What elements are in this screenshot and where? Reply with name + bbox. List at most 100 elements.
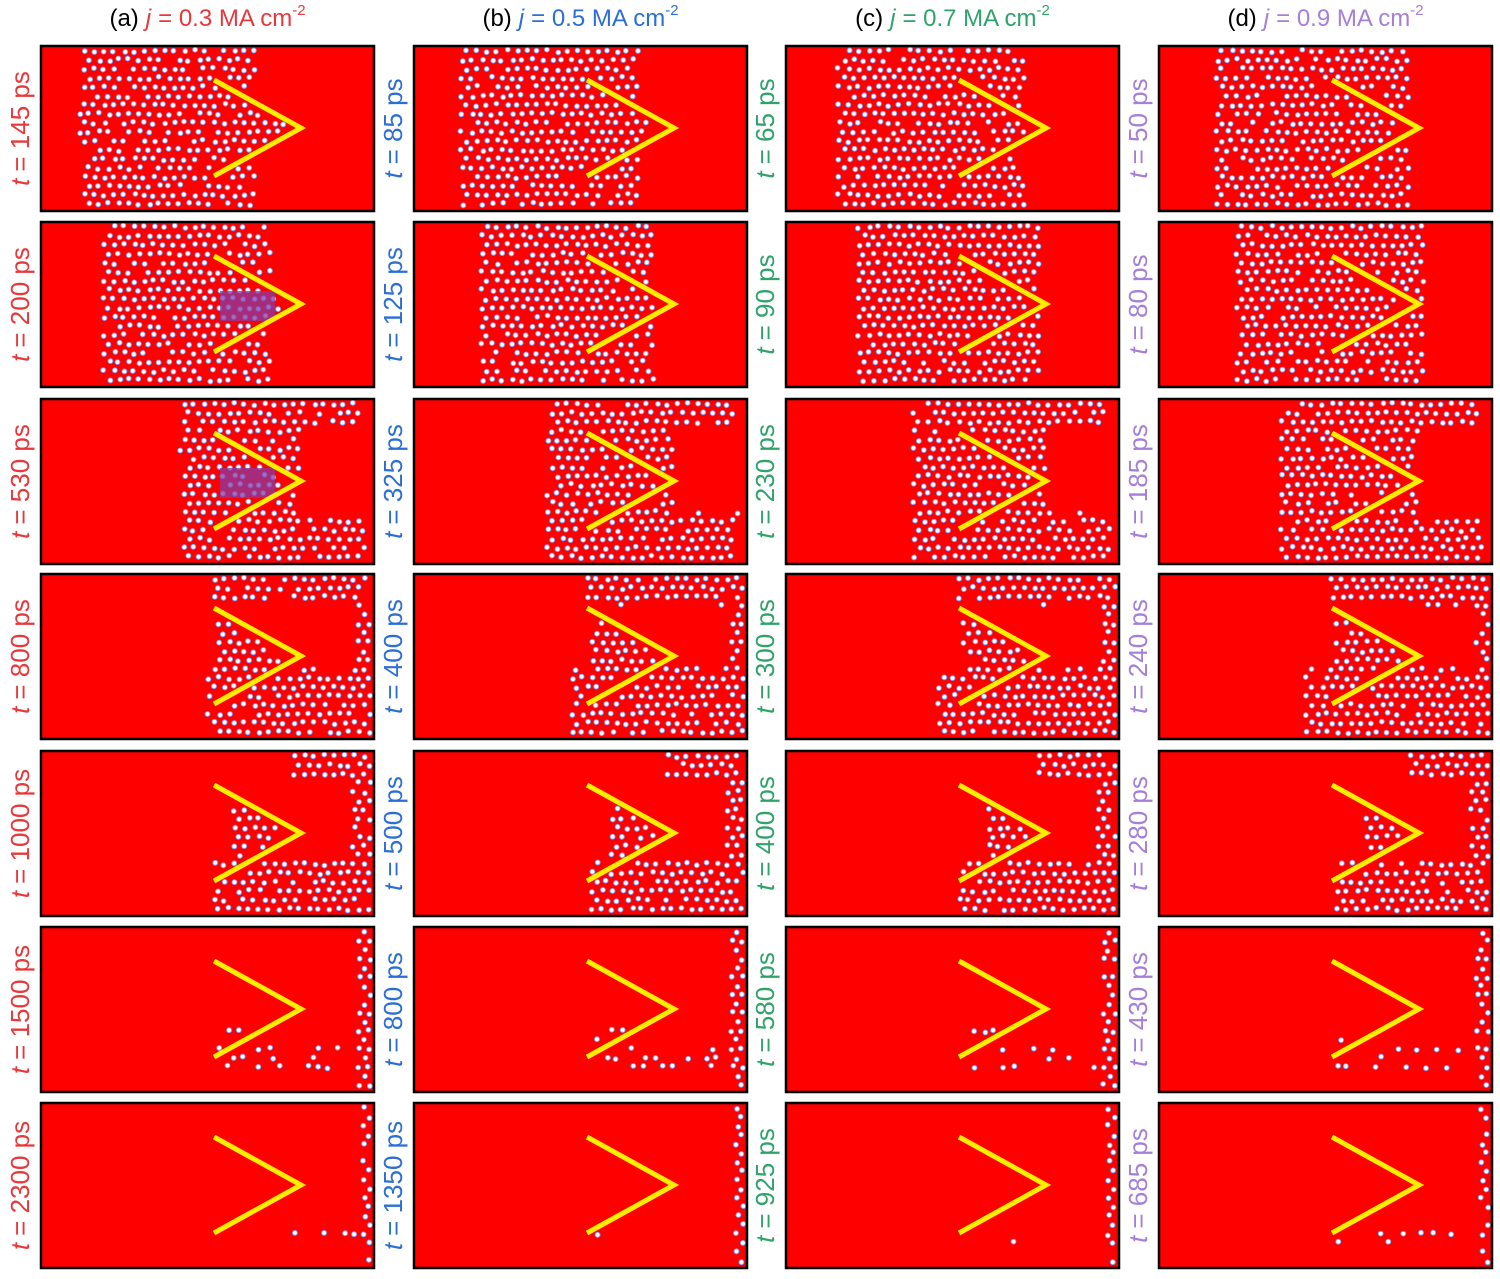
skyrmion xyxy=(507,147,514,154)
skyrmion xyxy=(1032,709,1039,716)
skyrmion xyxy=(1004,66,1011,72)
skyrmion xyxy=(1009,907,1016,914)
frame xyxy=(784,44,1121,213)
skyrmion xyxy=(568,56,575,63)
skyrmion xyxy=(901,182,908,188)
skyrmion xyxy=(1324,233,1331,240)
skyrmion xyxy=(1007,174,1014,181)
notch xyxy=(585,782,680,884)
skyrmion xyxy=(971,130,978,136)
skyrmion xyxy=(582,278,589,285)
skyrmion xyxy=(1109,886,1116,893)
skyrmion xyxy=(735,861,742,867)
skyrmion xyxy=(563,437,570,444)
skyrmion xyxy=(185,323,192,330)
skyrmion xyxy=(252,438,259,444)
skyrmion xyxy=(242,241,249,247)
skyrmion xyxy=(1011,447,1017,453)
skyrmion xyxy=(1035,367,1042,374)
skyrmion xyxy=(1314,286,1320,293)
skyrmions xyxy=(1302,574,1491,737)
skyrmion xyxy=(315,1063,322,1070)
skyrmion xyxy=(1243,341,1250,348)
skyrmion xyxy=(920,111,927,118)
skyrmion xyxy=(1224,57,1230,64)
skyrmion xyxy=(1095,825,1101,832)
skyrmion xyxy=(569,183,576,190)
skyrmion xyxy=(1317,369,1324,375)
skyrmion xyxy=(1065,666,1071,673)
skyrmion xyxy=(489,73,495,80)
skyrmion xyxy=(665,751,672,758)
skyrmion xyxy=(926,192,933,198)
skyrmion xyxy=(1265,285,1272,292)
skyrmion xyxy=(605,594,612,601)
skyrmion xyxy=(160,193,167,199)
skyrmion xyxy=(1055,771,1062,778)
skyrmion xyxy=(866,312,873,319)
skyrmion xyxy=(1324,675,1331,681)
skyrmion xyxy=(713,593,719,600)
skyrmion xyxy=(281,861,288,868)
skyrmion xyxy=(242,593,249,600)
skyrmion xyxy=(196,288,203,295)
skyrmion xyxy=(1479,770,1486,777)
skyrmion xyxy=(1272,323,1279,329)
skyrmion xyxy=(624,401,631,408)
skyrmion xyxy=(161,67,168,73)
skyrmion xyxy=(321,1230,328,1236)
skyrmion xyxy=(1265,341,1272,348)
skyrmion xyxy=(1293,376,1299,383)
skyrmion xyxy=(1253,305,1260,312)
skyrmion xyxy=(1020,674,1026,680)
skyrmion xyxy=(1287,490,1294,497)
skyrmion xyxy=(140,368,147,375)
skyrmion xyxy=(1344,676,1350,683)
skyrmion xyxy=(1213,146,1220,153)
skyrmion xyxy=(642,824,649,831)
skyrmion xyxy=(1101,584,1108,590)
skyrmion xyxy=(568,408,575,415)
skyrmion xyxy=(459,58,466,65)
skyrmion xyxy=(932,498,939,505)
skyrmion xyxy=(1297,241,1304,248)
skyrmion xyxy=(999,518,1006,525)
skyrmion xyxy=(1288,276,1295,283)
skyrmion xyxy=(222,684,228,691)
skyrmion xyxy=(729,691,736,698)
skyrmion xyxy=(1066,861,1073,868)
skyrmion xyxy=(885,277,892,284)
time-symbol: t xyxy=(1123,530,1153,539)
skyrmion xyxy=(321,526,328,532)
skyrmion xyxy=(649,304,655,311)
skyrmion xyxy=(366,887,372,894)
skyrmion xyxy=(558,482,564,489)
skyrmion xyxy=(733,684,740,690)
skyrmion xyxy=(146,129,153,136)
skyrmion xyxy=(986,896,993,903)
skyrmion xyxy=(986,67,993,74)
skyrmion xyxy=(615,192,621,199)
skyrmion xyxy=(1407,401,1414,407)
skyrmion xyxy=(1444,760,1451,767)
skyrmion xyxy=(1309,507,1315,514)
skyrmion xyxy=(510,376,516,383)
skyrmion xyxy=(967,67,974,74)
skyrmion xyxy=(355,1064,362,1071)
skyrmion xyxy=(992,427,998,434)
skyrmion xyxy=(1343,463,1350,470)
skyrmion xyxy=(216,234,223,241)
skyrmion xyxy=(1390,509,1397,515)
skyrmion xyxy=(1305,447,1312,453)
skyrmion xyxy=(94,166,101,173)
skyrmion xyxy=(990,464,997,471)
skyrmion xyxy=(554,438,560,444)
skyrmion xyxy=(610,56,617,63)
skyrmion xyxy=(1235,268,1241,275)
skyrmion xyxy=(1323,518,1329,524)
skyrmion xyxy=(976,102,982,108)
skyrmion xyxy=(1240,369,1247,375)
skyrmion xyxy=(360,1157,366,1164)
skyrmion xyxy=(149,193,156,200)
skyrmion xyxy=(624,351,631,357)
